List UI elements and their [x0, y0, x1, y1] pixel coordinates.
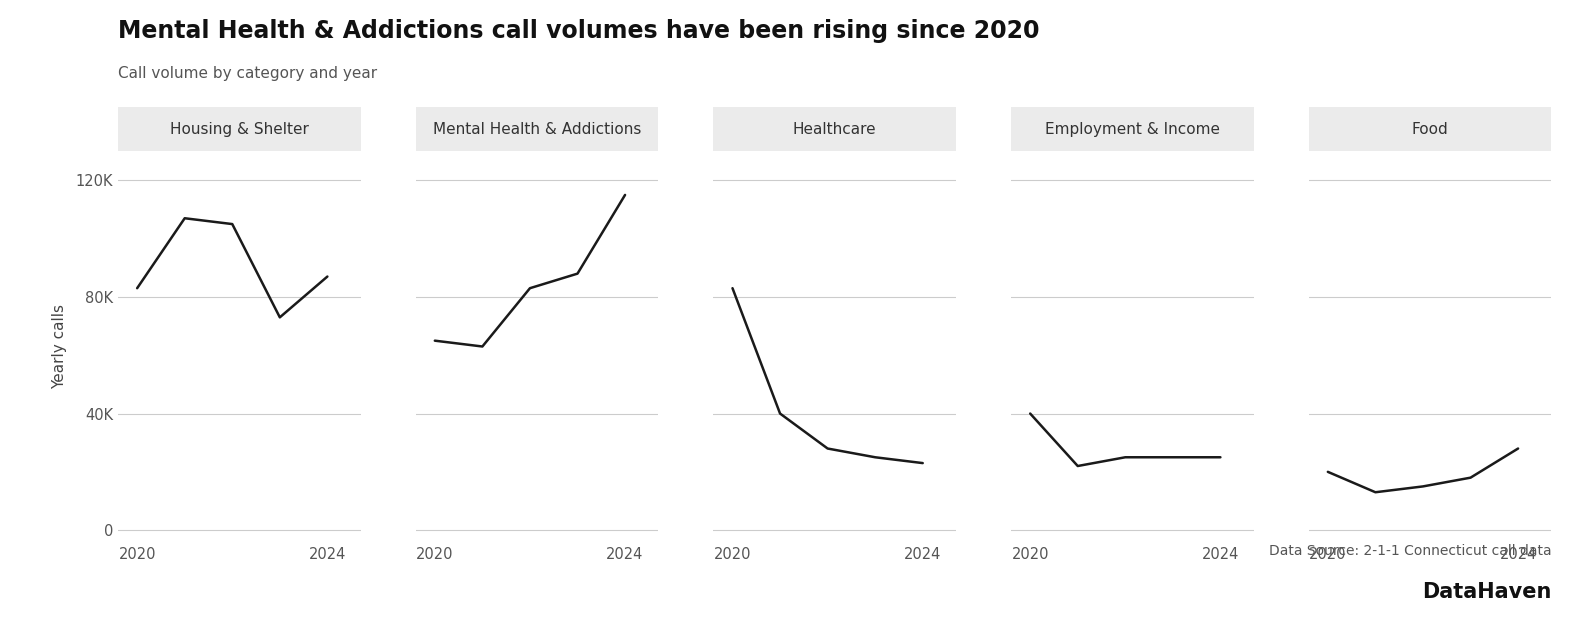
Text: Housing & Shelter: Housing & Shelter	[170, 122, 309, 137]
Text: Employment & Income: Employment & Income	[1044, 122, 1221, 137]
Text: Mental Health & Addictions: Mental Health & Addictions	[433, 122, 641, 137]
Text: DataHaven: DataHaven	[1422, 581, 1551, 602]
Y-axis label: Yearly calls: Yearly calls	[52, 304, 68, 389]
Text: Data Source: 2-1-1 Connecticut call data: Data Source: 2-1-1 Connecticut call data	[1269, 544, 1551, 558]
Text: Call volume by category and year: Call volume by category and year	[118, 66, 378, 81]
Text: Food: Food	[1411, 122, 1449, 137]
Text: Healthcare: Healthcare	[792, 122, 877, 137]
Text: Mental Health & Addictions call volumes have been rising since 2020: Mental Health & Addictions call volumes …	[118, 19, 1040, 43]
